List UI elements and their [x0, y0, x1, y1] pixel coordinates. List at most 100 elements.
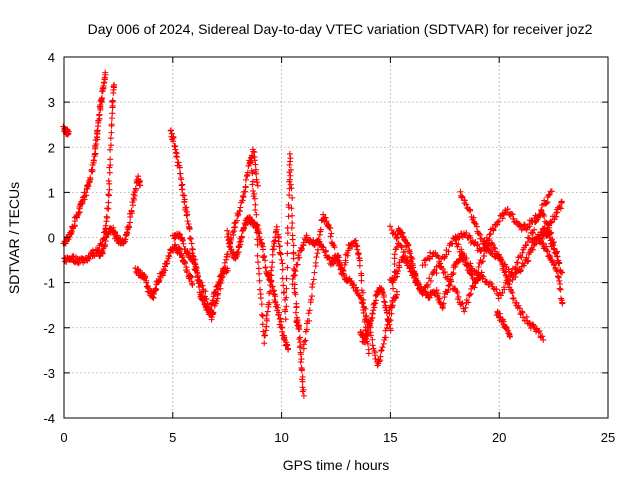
data-point — [306, 307, 313, 314]
data-point — [262, 257, 269, 264]
data-point — [273, 223, 280, 230]
data-point — [292, 291, 299, 298]
x-tick-label: 0 — [60, 430, 67, 445]
data-point — [392, 231, 399, 238]
data-point — [311, 269, 318, 276]
data-point — [252, 201, 259, 208]
data-point — [280, 282, 287, 289]
data-point — [359, 338, 366, 345]
data-point — [285, 213, 292, 220]
data-point — [354, 246, 361, 253]
data-point — [371, 300, 378, 307]
data-point — [283, 275, 290, 282]
data-point — [298, 356, 305, 363]
data-point — [165, 253, 172, 260]
x-axis-ticks: 0 5 10 15 20 25 — [60, 57, 615, 445]
data-point — [539, 333, 546, 340]
data-point — [253, 224, 260, 231]
data-point — [540, 336, 547, 343]
data-point — [524, 258, 531, 265]
data-point — [436, 258, 443, 265]
data-point — [455, 241, 462, 248]
data-point — [516, 305, 523, 312]
y-tick-label: 0 — [48, 231, 55, 246]
data-point — [263, 312, 270, 319]
data-point — [395, 268, 402, 275]
data-point — [184, 211, 191, 218]
data-point — [263, 323, 270, 330]
data-point — [467, 234, 474, 241]
data-point — [253, 229, 260, 236]
data-point — [488, 280, 495, 287]
data-point — [547, 237, 554, 244]
data-point — [360, 289, 367, 296]
data-point — [494, 219, 501, 226]
data-point — [418, 287, 425, 294]
series-pass-2 — [60, 69, 109, 247]
data-point — [307, 296, 314, 303]
data-point — [260, 328, 267, 335]
data-point — [105, 199, 112, 206]
data-point — [188, 278, 195, 285]
data-point — [298, 367, 305, 374]
data-point — [262, 332, 269, 339]
data-point — [283, 303, 290, 310]
data-point — [127, 219, 134, 226]
data-point — [267, 282, 274, 289]
data-point — [128, 207, 135, 214]
data-point — [463, 229, 470, 236]
data-point — [295, 252, 302, 259]
data-point — [189, 281, 196, 288]
data-point — [81, 196, 88, 203]
data-point — [387, 317, 394, 324]
data-point — [557, 205, 564, 212]
data-point — [173, 153, 180, 160]
data-point — [183, 204, 190, 211]
y-tick-label: 1 — [48, 185, 55, 200]
data-point — [372, 355, 379, 362]
data-point — [486, 231, 493, 238]
data-point — [312, 259, 319, 266]
data-point — [208, 314, 215, 321]
data-point — [284, 250, 291, 257]
data-point — [153, 286, 160, 293]
data-point — [225, 231, 232, 238]
data-point — [369, 336, 376, 343]
data-point — [467, 207, 474, 214]
data-point — [557, 268, 564, 275]
data-point — [289, 236, 296, 243]
data-point — [543, 243, 550, 250]
data-point — [440, 300, 447, 307]
data-point — [242, 183, 249, 190]
data-point — [296, 326, 303, 333]
data-point — [289, 212, 296, 219]
data-point — [555, 274, 562, 281]
y-tick-label: -1 — [43, 276, 55, 291]
data-point — [553, 209, 560, 216]
data-point — [94, 127, 101, 134]
data-point — [463, 255, 470, 262]
data-point — [259, 246, 266, 253]
data-point — [235, 211, 242, 218]
data-point — [376, 358, 383, 365]
data-point — [160, 266, 167, 273]
data-point — [65, 128, 72, 135]
data-point — [279, 260, 286, 267]
data-point — [539, 235, 546, 242]
data-point — [526, 223, 533, 230]
data-point — [299, 378, 306, 385]
data-point — [536, 327, 543, 334]
data-point — [237, 238, 244, 245]
data-point — [517, 268, 524, 275]
data-point — [254, 182, 261, 189]
data-point — [107, 156, 114, 163]
data-point — [461, 197, 468, 204]
y-tick-label: 2 — [48, 140, 55, 155]
data-point — [387, 327, 394, 334]
data-point — [237, 204, 244, 211]
data-point — [535, 212, 542, 219]
data-point — [202, 288, 209, 295]
grid-lines — [64, 57, 608, 418]
data-point — [410, 270, 417, 277]
data-point — [556, 277, 563, 284]
